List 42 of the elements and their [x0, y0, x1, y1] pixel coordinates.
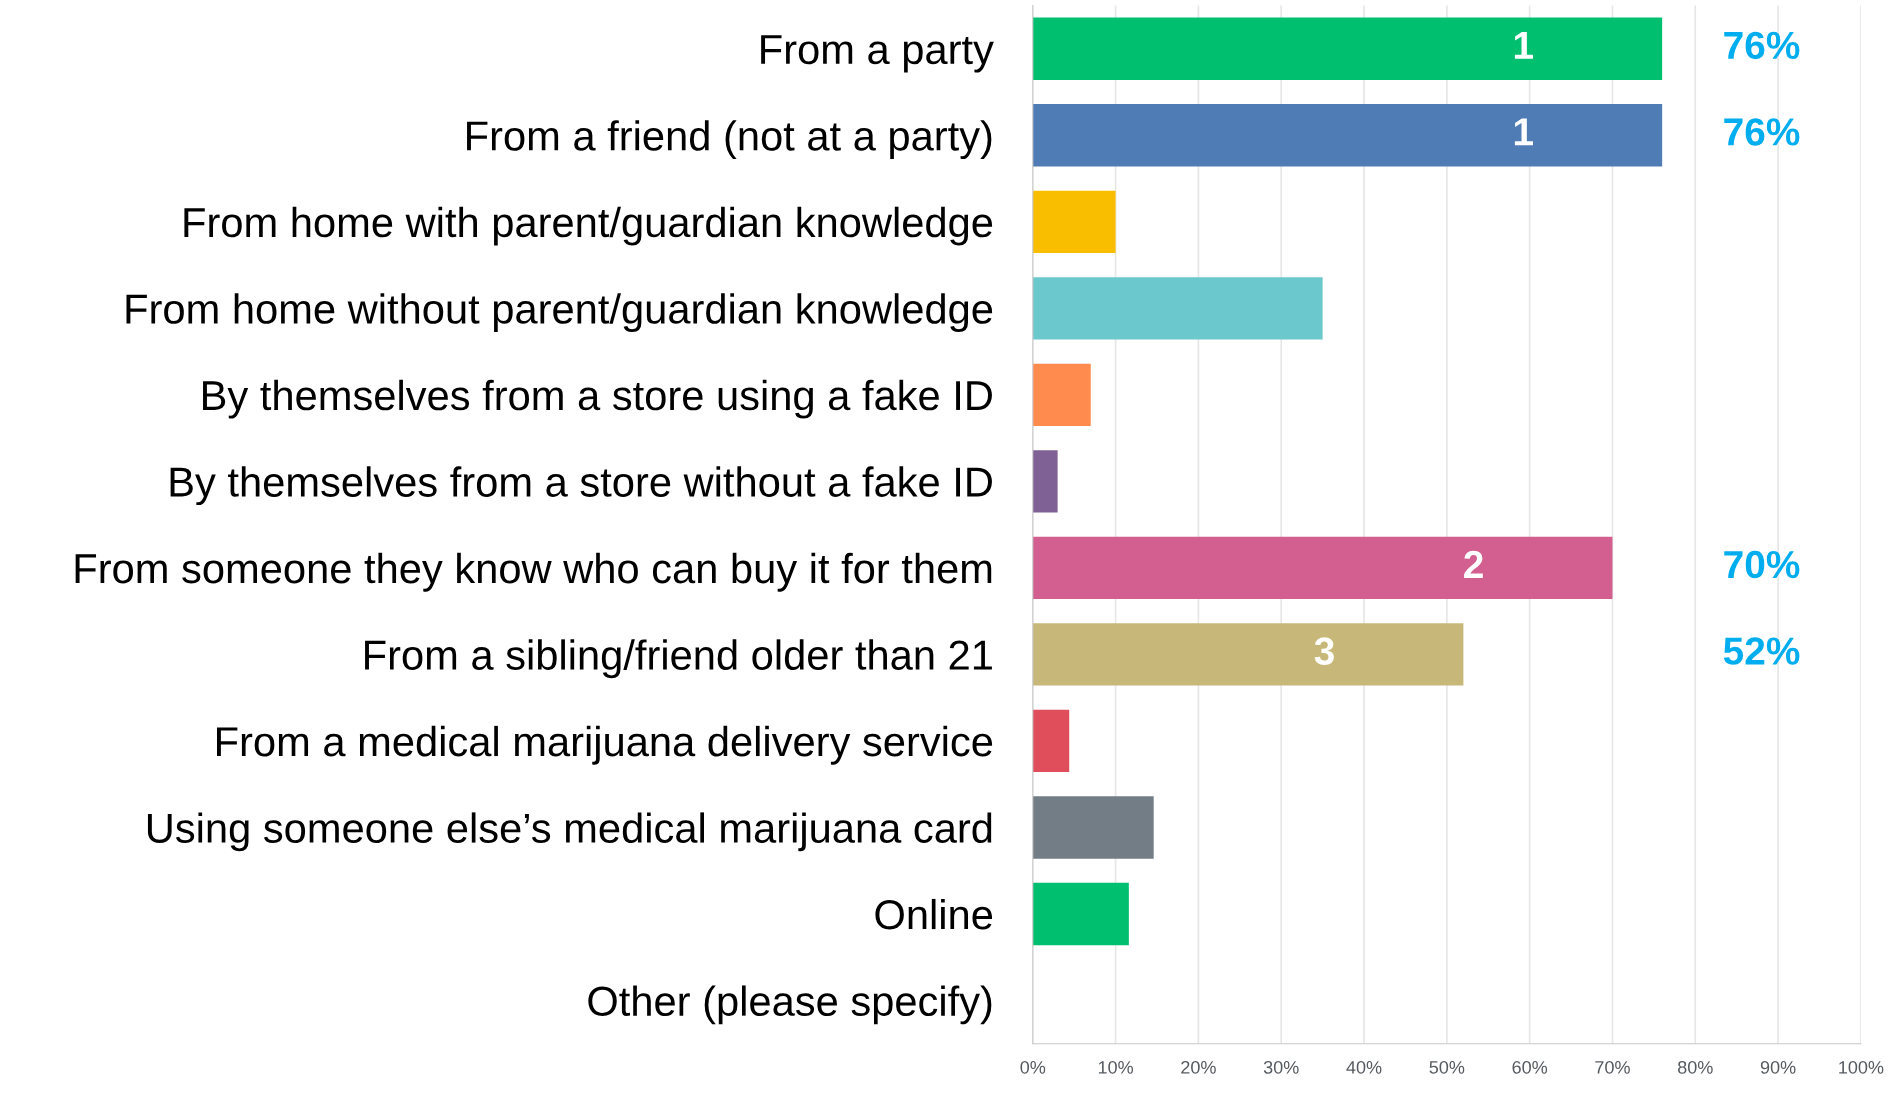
- bar: [1032, 796, 1154, 859]
- y-tick-label: Using someone else’s medical marijuana card: [147, 812, 992, 852]
- data-label: 76%: [1724, 118, 1800, 146]
- x-tick-label: 60%: [1512, 1060, 1548, 1074]
- x-tick-label: 70%: [1595, 1060, 1630, 1074]
- data-label: 70%: [1724, 550, 1800, 579]
- data-label: 76%: [1724, 31, 1800, 60]
- x-tick-label: 0%: [1020, 1060, 1046, 1074]
- x-tick-label: 30%: [1263, 1060, 1299, 1074]
- y-tick-label: From home with parent/guardian knowledge: [184, 206, 993, 246]
- bar: [1032, 882, 1129, 946]
- y-tick-label: Other (please specify): [588, 985, 992, 1025]
- bar: [1032, 536, 1613, 600]
- y-tick-label: By themselves from a store using a fake ID: [203, 379, 992, 419]
- x-tick-label: 20%: [1181, 1060, 1216, 1074]
- x-tick-label: 50%: [1429, 1060, 1465, 1074]
- bar: [1032, 190, 1116, 253]
- x-tick-label: 80%: [1677, 1060, 1713, 1074]
- y-tick-label: Online: [875, 898, 993, 930]
- data-label: 52%: [1723, 637, 1800, 665]
- y-tick-label: From home without parent/guardian knowledge: [126, 293, 993, 333]
- bar: [1032, 277, 1323, 340]
- y-tick-label: From a sibling/friend older than 21: [365, 639, 992, 679]
- y-tick-label: From a medical marijuana delivery service: [217, 725, 993, 765]
- annotation: 3: [1314, 637, 1334, 665]
- x-tick-label: 90%: [1760, 1060, 1796, 1074]
- bar: [1032, 104, 1663, 167]
- x-tick-label: 40%: [1346, 1060, 1382, 1074]
- bar: [1032, 363, 1091, 426]
- annotation: 2: [1464, 550, 1483, 578]
- x-tick-label: 100%: [1839, 1060, 1884, 1074]
- x-tick-label: 10%: [1098, 1060, 1134, 1074]
- y-tick-label: From a party: [761, 35, 994, 73]
- annotation: 1: [1514, 32, 1533, 59]
- annotation: 1: [1514, 118, 1533, 146]
- y-tick-label: By themselves from a store without a fake ID: [170, 466, 992, 506]
- bar: [1032, 623, 1464, 686]
- y-tick-label: From someone they know who can buy it for them: [75, 552, 992, 592]
- bar: [1032, 709, 1070, 773]
- y-tick-label: From a friend (not at a party): [467, 120, 992, 159]
- bar: [1032, 17, 1663, 80]
- bar: [1032, 450, 1058, 513]
